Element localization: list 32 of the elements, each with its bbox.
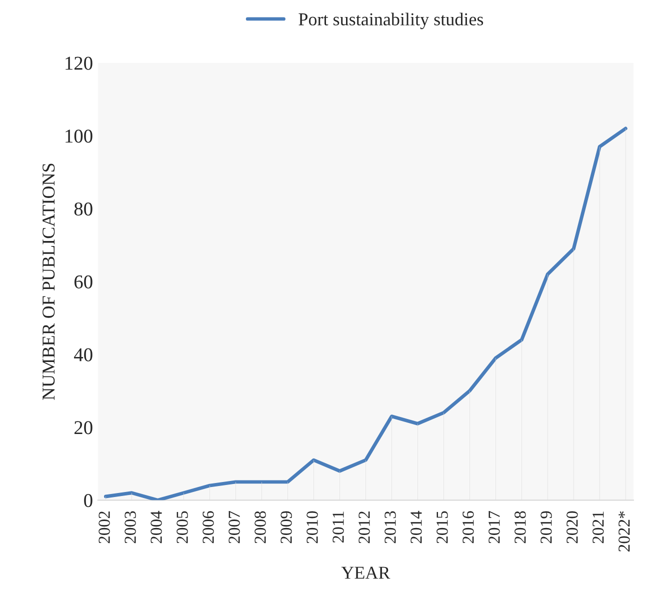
x-tick-label: 2012 <box>358 512 370 544</box>
y-tick-label: 40 <box>74 348 92 362</box>
x-tick-label: 2021 <box>592 512 604 544</box>
x-tick-label: 2007 <box>228 511 240 544</box>
x-tick-label: 2004 <box>150 510 162 544</box>
x-tick-label: 2008 <box>254 511 266 544</box>
legend-label: Port sustainability studies <box>298 12 484 30</box>
y-tick-label: 100 <box>66 130 92 143</box>
x-tick-label: 2016 <box>462 511 474 544</box>
x-tick-label: 2020 <box>566 511 578 544</box>
y-tick-label: 120 <box>66 56 92 70</box>
x-tick-label: 2018 <box>514 511 526 544</box>
y-axis-title: NUMBER OF PUBLICATIONS <box>42 164 55 400</box>
x-tick-label: 2002 <box>98 512 110 544</box>
y-tick-label: 80 <box>74 202 92 216</box>
x-tick-label: 2017 <box>488 511 500 544</box>
x-tick-label: 2019 <box>540 511 552 544</box>
y-tick-label: 20 <box>74 421 92 434</box>
x-tick-label: 2015 <box>436 511 448 544</box>
x-tick-label: 2011 <box>332 512 344 543</box>
y-tick-label: 0 <box>84 494 92 508</box>
line-series <box>104 126 628 500</box>
x-tick-label: 2006 <box>202 511 214 544</box>
x-tick-label: 2005 <box>176 511 188 544</box>
x-tick-label: 2010 <box>306 511 318 544</box>
y-tick-label: 60 <box>74 275 92 288</box>
x-tick-label: 2022* <box>618 511 630 552</box>
x-tick-label: 2014 <box>410 510 422 544</box>
x-tick-label: 2013 <box>384 511 396 544</box>
x-axis-title: YEAR <box>341 566 390 579</box>
x-tick-label: 2003 <box>124 511 136 544</box>
x-tick-label: 2009 <box>280 511 292 544</box>
